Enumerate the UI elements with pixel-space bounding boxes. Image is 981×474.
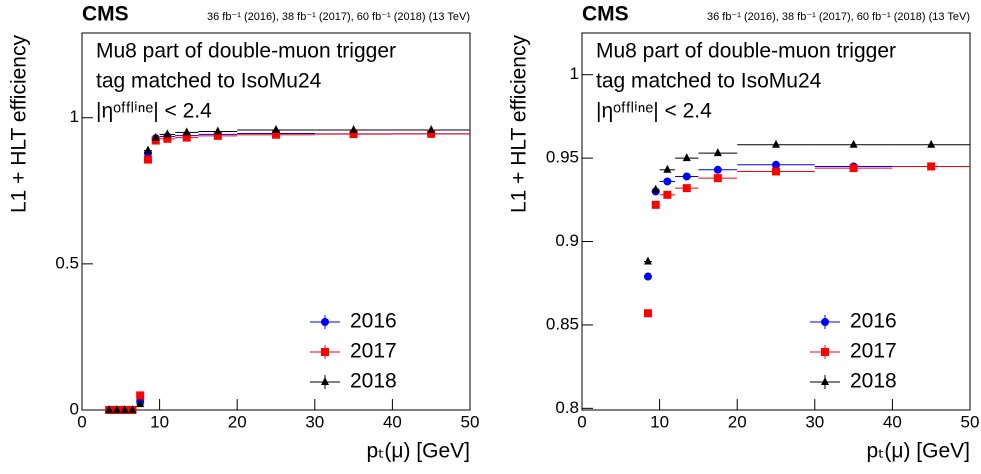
marker xyxy=(143,145,152,154)
marker xyxy=(427,125,436,134)
marker xyxy=(163,129,172,138)
x-axis-label: pₜ(μ) [GeV] xyxy=(367,440,470,463)
marker xyxy=(272,130,280,139)
marker xyxy=(651,184,660,193)
marker xyxy=(182,133,191,142)
marker xyxy=(151,132,160,141)
legend-marker xyxy=(821,348,829,356)
cms-label: CMS xyxy=(82,3,129,26)
annotation: tag matched to IsoMu24 xyxy=(96,70,322,93)
y-tick-label: 0 xyxy=(70,399,79,418)
x-tick-label: 30 xyxy=(305,412,324,431)
legend-marker xyxy=(321,377,329,385)
marker xyxy=(136,399,145,408)
marker xyxy=(213,126,222,135)
marker xyxy=(927,139,936,148)
lumi-text: 36 fb⁻¹ (2016), 38 fb⁻¹ (2017), 60 fb⁻¹ … xyxy=(707,11,970,23)
marker xyxy=(128,405,137,413)
marker xyxy=(849,139,858,148)
marker xyxy=(663,190,672,199)
legend-label: 2018 xyxy=(850,370,897,393)
y-axis-label: L1 + HLT efficiency xyxy=(8,35,31,214)
marker xyxy=(713,148,722,157)
marker xyxy=(643,309,652,318)
x-tick-label: 0 xyxy=(77,412,86,431)
marker xyxy=(643,256,652,265)
y-tick-label: 0.5 xyxy=(55,253,79,272)
y-axis-label: L1 + HLT efficiency xyxy=(508,35,531,214)
marker xyxy=(120,405,129,413)
marker xyxy=(272,125,280,134)
annotation: Mu8 part of double-muon trigger xyxy=(96,40,396,63)
legend-label: 2018 xyxy=(350,370,397,393)
annotation: tag matched to IsoMu24 xyxy=(596,70,822,93)
x-tick-label: 30 xyxy=(805,412,824,431)
marker xyxy=(349,125,358,134)
legend-marker xyxy=(821,318,829,326)
marker xyxy=(182,127,191,136)
x-tick-label: 40 xyxy=(383,412,402,431)
legend-label: 2017 xyxy=(850,340,897,363)
legend-label: 2017 xyxy=(350,340,397,363)
y-tick-label: 0.95 xyxy=(546,148,579,167)
legend-label: 2016 xyxy=(350,310,397,333)
marker xyxy=(163,134,172,143)
legend-marker xyxy=(321,348,329,356)
x-tick-label: 40 xyxy=(883,412,902,431)
annotation: |ηᵒᶠᶠˡⁱⁿᵉ| < 2.4 xyxy=(596,100,712,123)
marker xyxy=(682,153,691,162)
x-tick-label: 20 xyxy=(228,412,247,431)
marker xyxy=(136,391,145,400)
cms-label: CMS xyxy=(582,3,629,26)
legend-marker xyxy=(321,318,329,326)
marker xyxy=(772,160,780,169)
marker xyxy=(663,177,672,186)
marker xyxy=(427,129,436,138)
x-tick-label: 0 xyxy=(577,412,586,431)
marker xyxy=(349,130,358,139)
x-tick-label: 10 xyxy=(150,412,169,431)
panel: CMS 36 fb⁻¹ (2016), 38 fb⁻¹ (2017), 60 fb… xyxy=(8,3,480,463)
annotation: |ηᵒᶠᶠˡⁱⁿᵉ| < 2.4 xyxy=(96,100,212,123)
legend-marker xyxy=(821,377,829,385)
marker xyxy=(643,272,652,281)
y-tick-label: 0.8 xyxy=(555,398,579,417)
marker xyxy=(927,162,936,171)
marker xyxy=(772,167,780,176)
marker xyxy=(651,200,660,209)
x-tick-label: 50 xyxy=(961,412,980,431)
y-tick-label: 0.9 xyxy=(555,231,579,250)
marker xyxy=(849,164,858,173)
panel: CMS 36 fb⁻¹ (2016), 38 fb⁻¹ (2017), 60 fb… xyxy=(508,3,980,463)
plot-frame xyxy=(81,32,471,411)
marker xyxy=(713,165,722,174)
x-axis-label: pₜ(μ) [GeV] xyxy=(867,440,970,463)
y-tick-label: 0.85 xyxy=(546,314,579,333)
marker xyxy=(663,164,672,173)
x-tick-label: 50 xyxy=(461,412,480,431)
plot-frame xyxy=(581,32,971,411)
marker xyxy=(713,174,722,183)
marker xyxy=(682,184,691,193)
x-tick-label: 20 xyxy=(728,412,747,431)
annotation: Mu8 part of double-muon trigger xyxy=(596,40,896,63)
marker xyxy=(772,139,780,148)
marker xyxy=(213,131,222,140)
y-tick-label: 1 xyxy=(70,107,79,126)
marker xyxy=(682,172,691,181)
legend-label: 2016 xyxy=(850,310,897,333)
marker xyxy=(143,155,152,164)
lumi-text: 36 fb⁻¹ (2016), 38 fb⁻¹ (2017), 60 fb⁻¹ … xyxy=(207,11,470,23)
marker xyxy=(105,405,114,413)
marker xyxy=(112,405,121,413)
x-tick-label: 10 xyxy=(650,412,669,431)
y-tick-label: 1 xyxy=(570,64,579,83)
